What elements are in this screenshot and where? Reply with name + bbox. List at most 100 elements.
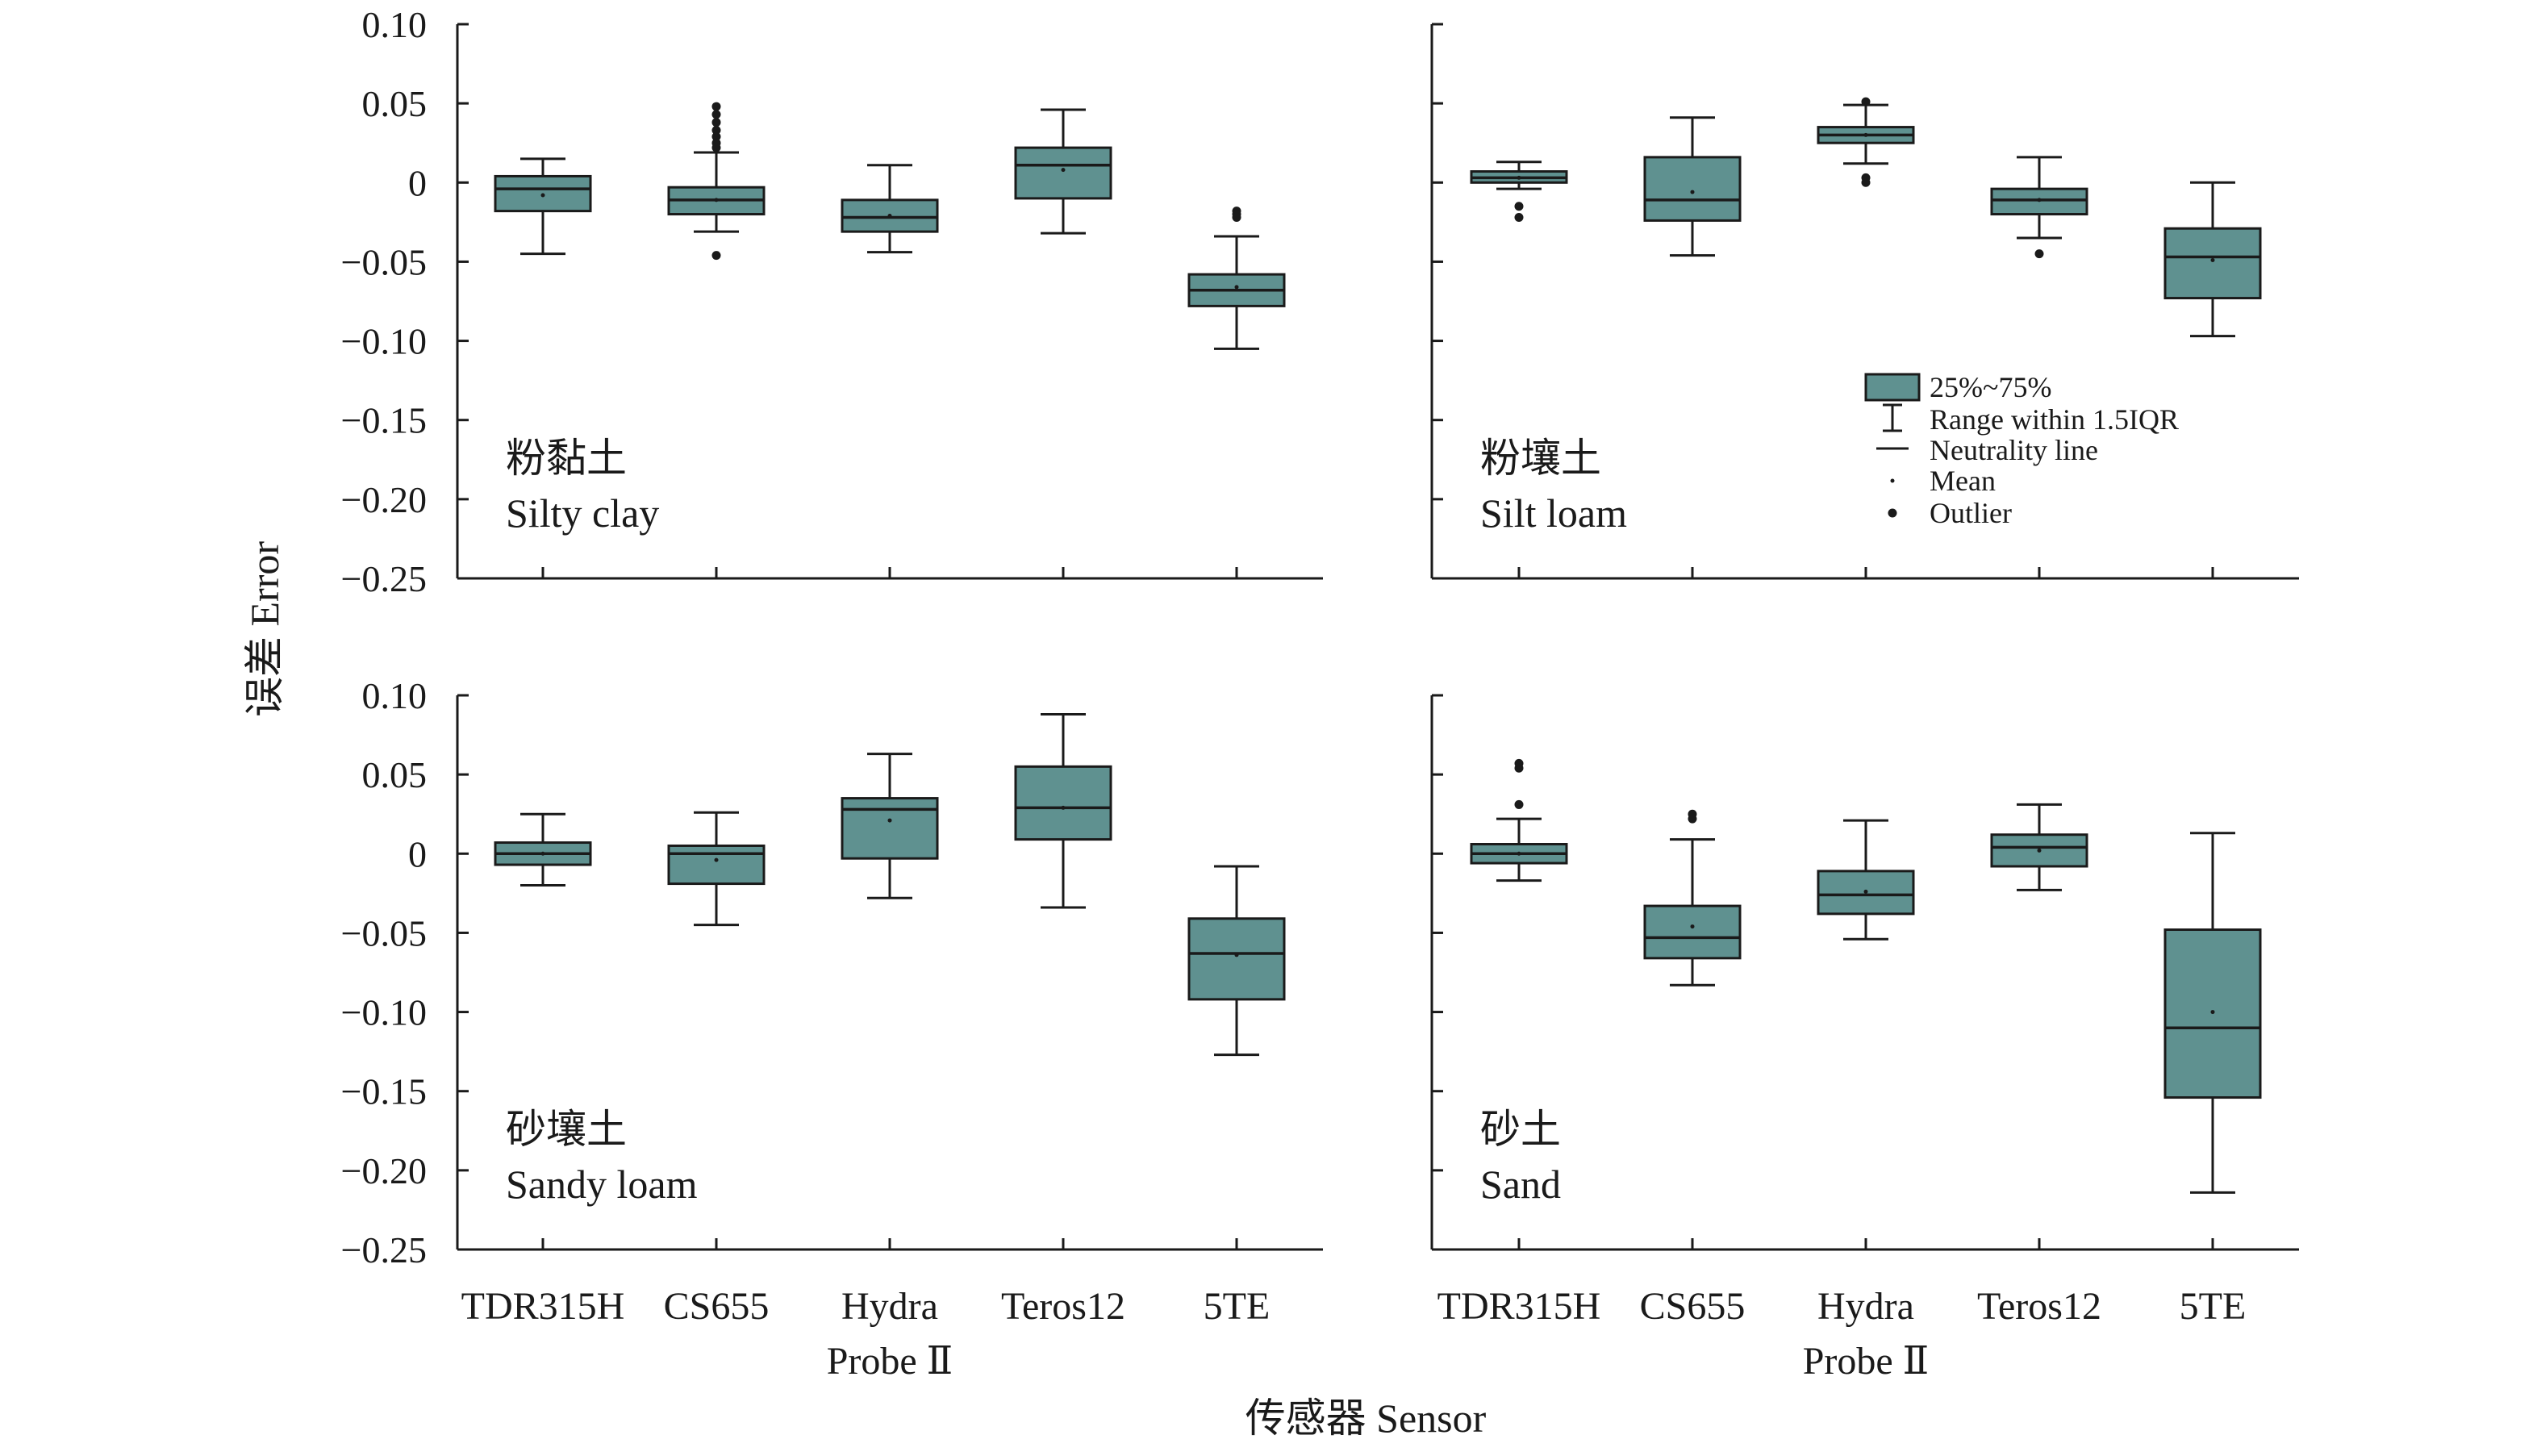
iqr-box [1187,917,1286,1001]
legend-mean-symbol [1890,478,1895,483]
y-tick-label: −0.25 [341,558,427,599]
y-axis-title: 误差 Error [242,541,287,717]
mean-point [1690,190,1695,194]
panel-bottom-left: 0.10 0.05 0 −0.05 −0.10 −0.15 −0.20 −0.25 TDR315… [341,675,1323,1383]
mean-point [714,198,719,202]
x-tick-label: CS655 [664,1285,770,1328]
legend-box-swatch [1864,373,1921,402]
mean-point [1863,132,1868,137]
mean-point [1517,851,1521,856]
panel-label-cn: 粉黏土 [506,436,627,481]
y-tick-label: 0.05 [362,83,428,124]
iqr-box [667,844,766,886]
mean-point [1234,285,1239,290]
legend-mean-label: Mean [1930,465,1996,497]
x-tick-label: Probe Ⅱ [827,1340,953,1383]
mean-point [1517,175,1521,180]
outlier-point [711,251,721,261]
box-Teros12 [1014,108,1112,235]
x-tick-label: CS655 [1640,1285,1746,1328]
x-tick-label: 5TE [2180,1285,2247,1328]
outlier-point [1514,202,1524,211]
panel-label-en: Silt loam [1480,490,1627,536]
iqr-box [1014,146,1112,200]
box-CS655 [667,811,766,927]
x-tick-label: TDR315H [1437,1285,1601,1328]
outlier-point [711,110,721,119]
y-tick-label: −0.20 [341,1150,427,1191]
box-CS655 [667,102,766,261]
y-tick-label: 0 [408,162,427,203]
y-tick-label: −0.20 [341,479,427,520]
panel-top-left: 0.10 0.05 0 −0.05 −0.10 −0.15 −0.20 −0.25 粉黏土 Sil… [341,4,1323,599]
y-tick-label: −0.05 [341,241,427,282]
x-tick-label: Probe Ⅱ [1803,1340,1930,1383]
outlier-point [1232,212,1241,222]
iqr-box [841,198,939,233]
panel-bottom-right: TDR315H CS655 Hydra Probe Ⅱ Teros12 5TE 砂土 Sand [1430,694,2299,1383]
x-tick-label: TDR315H [461,1285,625,1328]
box-Teros12 [1990,156,2088,259]
iqr-box [2163,227,2262,300]
outlier-point [1514,758,1524,768]
box-5TE [2163,181,2262,338]
panel-label-cn: 粉壤土 [1480,436,1601,481]
y-tick-label: −0.25 [341,1229,427,1270]
box-Hydra-Probe-Ⅱ [841,164,939,254]
mean-point [540,193,545,198]
mean-point [2210,1010,2215,1015]
outlier-point [711,102,721,111]
y-tick-label: 0 [408,833,427,874]
y-tick-label: −0.10 [341,321,427,362]
box-CS655 [1643,116,1742,257]
mean-point [714,857,719,862]
iqr-box [1643,904,1742,960]
legend: 25%~75% Range within 1.5IQR Neutrality l… [1864,371,2179,529]
box-TDR315H [1470,161,1568,222]
x-tick-label: Teros12 [1977,1285,2101,1328]
x-axis-title: 传感器 Sensor [1245,1396,1487,1441]
mean-point [1863,889,1868,894]
mean-point [1690,924,1695,929]
box-Hydra-Probe-Ⅱ [1817,97,1915,187]
legend-whisker-label: Range within 1.5IQR [1930,403,2179,436]
y-tick-label: 0.10 [362,675,428,716]
box-5TE [1187,865,1286,1057]
outlier-point [1861,177,1871,187]
y-tick-label: 0.05 [362,754,428,795]
box-Teros12 [1014,713,1112,909]
x-tick-label: Hydra [1817,1285,1914,1328]
box-TDR315H [494,157,592,256]
iqr-box [1014,765,1112,841]
mean-point [2037,848,2042,853]
outlier-point [1861,97,1871,106]
mean-point [1061,805,1066,810]
box-5TE [2163,832,2262,1194]
outlier-point [711,126,721,136]
y-tick-label: −0.15 [341,1071,427,1112]
box-TDR315H [1470,758,1568,882]
outlier-point [711,138,721,148]
legend-outlier-label: Outlier [1930,497,2012,529]
mean-point [887,818,892,823]
box-CS655 [1643,809,1742,987]
y-tick-label: −0.05 [341,912,427,953]
legend-box-label: 25%~75% [1930,371,2051,403]
panel-label-cn: 砂壤土 [506,1107,627,1152]
y-tick-label: −0.15 [341,400,427,441]
panel-label-en: Sand [1480,1162,1561,1207]
mean-point [1061,168,1066,173]
mean-point [540,851,545,856]
box-Hydra-Probe-Ⅱ [1817,819,1915,941]
legend-median-label: Neutrality line [1930,434,2098,466]
legend-outlier-symbol [1888,508,1897,518]
x-tick-label: Hydra [841,1285,938,1328]
mean-point [2037,198,2042,202]
box-Hydra-Probe-Ⅱ [841,753,939,899]
box-Teros12 [1990,803,2088,891]
box-5TE [1187,207,1286,350]
panel-label-en: Sandy loam [506,1162,698,1207]
y-tick-label: −0.10 [341,992,427,1033]
outlier-point [1688,809,1697,819]
